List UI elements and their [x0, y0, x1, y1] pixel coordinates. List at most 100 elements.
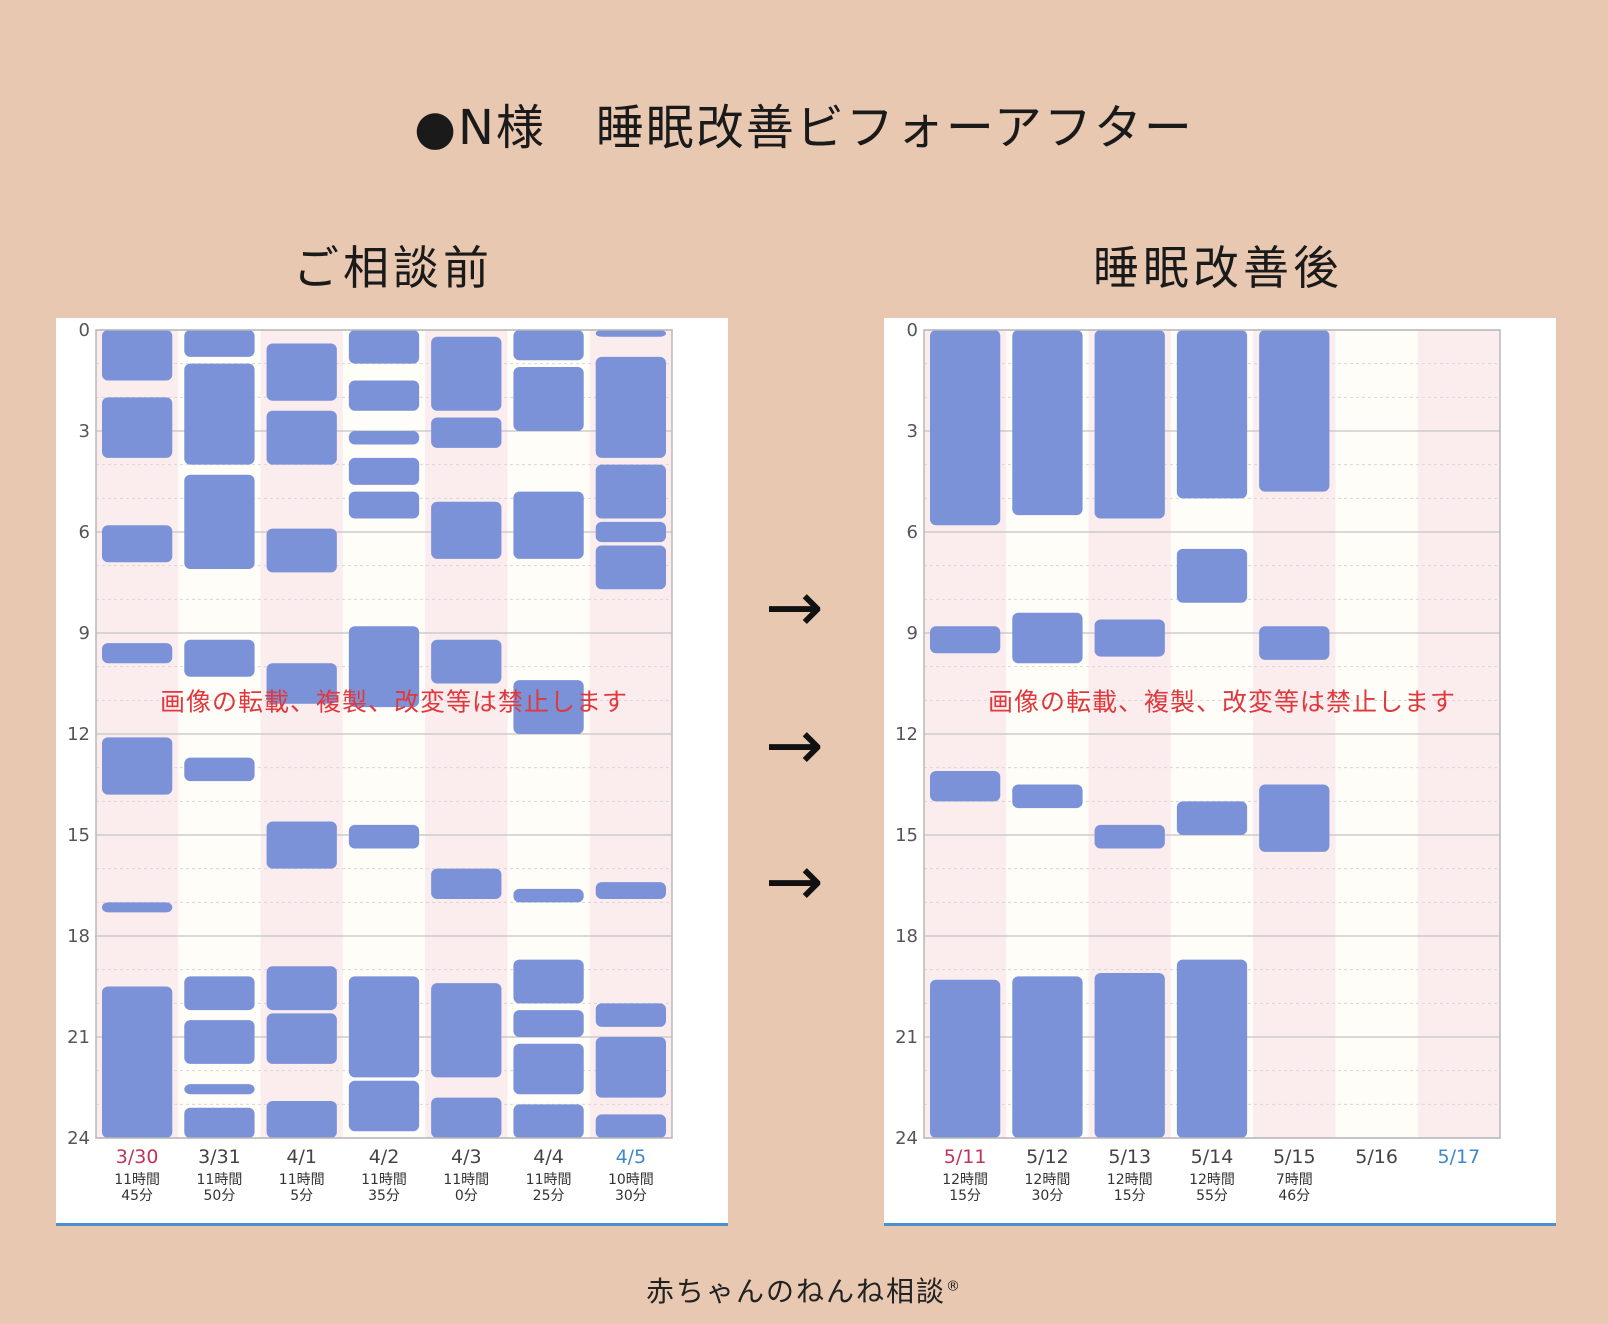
sleep-total-minutes: 50分 [204, 1188, 236, 1204]
sleep-block [1012, 330, 1083, 516]
after-section-title: 睡眠改善後 [1093, 241, 1343, 295]
sleep-total-hours: 11時間 [197, 1172, 243, 1188]
sleep-total-minutes: 15分 [949, 1188, 981, 1204]
sleep-block [184, 1107, 255, 1138]
sleep-block [1094, 619, 1165, 657]
date-label: 5/13 [1108, 1146, 1151, 1168]
sleep-block [348, 1080, 420, 1132]
sleep-block [930, 771, 1001, 802]
sleep-block [595, 1114, 666, 1138]
sleep-block [431, 983, 502, 1078]
sleep-total-minutes: 15分 [1114, 1188, 1146, 1204]
y-tick-label: 15 [67, 825, 90, 846]
y-tick-label: 15 [895, 825, 918, 846]
sleep-total-minutes: 46分 [1278, 1188, 1310, 1204]
sleep-block [513, 888, 584, 903]
sleep-block [184, 1020, 255, 1064]
sleep-block [102, 737, 173, 795]
registered-mark: ® [946, 1278, 962, 1295]
sleep-total-hours: 12時間 [1025, 1172, 1071, 1188]
after-chart-panel: 0 3 6 9 12 15 18 21 24 5/11 12時間 15分 5/12 12時間 30分 5/13… [884, 318, 1556, 1226]
sleep-total-minutes: 25分 [533, 1188, 565, 1204]
sleep-total-hours: 11時間 [279, 1172, 325, 1188]
sleep-block [184, 474, 255, 570]
y-tick-label: 9 [907, 623, 918, 644]
sleep-block [184, 757, 255, 782]
sleep-block [102, 902, 173, 913]
sleep-block [348, 976, 420, 1078]
plot-frame [923, 329, 1501, 1139]
sleep-total-hours: 12時間 [942, 1172, 988, 1188]
sleep-block [266, 821, 337, 869]
date-label: 3/31 [198, 1146, 241, 1168]
sleep-block [266, 1013, 337, 1064]
sleep-block [184, 639, 255, 677]
sleep-block [1259, 626, 1330, 660]
y-tick-label: 6 [79, 522, 90, 543]
sleep-block [102, 525, 173, 563]
sleep-block [1259, 330, 1330, 492]
right-arrow-icon: → [765, 566, 824, 648]
sleep-block [595, 521, 666, 543]
sleep-block [184, 976, 255, 1011]
sleep-block [184, 363, 255, 465]
sleep-block [348, 380, 420, 411]
sleep-block [930, 979, 1001, 1138]
sleep-block [1094, 973, 1165, 1138]
sleep-total-hours: 11時間 [443, 1172, 489, 1188]
before-sleep-chart: 036912151821243/3011時間45分3/3111時間50分4/11… [67, 320, 673, 1204]
sleep-block [348, 457, 420, 485]
sleep-block [513, 959, 584, 1004]
right-arrow-icon: → [765, 704, 824, 786]
sleep-block [1259, 784, 1330, 852]
sleep-block [266, 410, 337, 465]
sleep-block [513, 1010, 584, 1037]
sleep-block [348, 431, 420, 445]
date-label: 5/16 [1355, 1146, 1398, 1168]
date-label: 4/4 [533, 1146, 564, 1168]
footer-brand: 赤ちゃんのねんね相談® [0, 1270, 1608, 1310]
sleep-block [1012, 784, 1083, 809]
sleep-block [266, 1100, 337, 1138]
sleep-total-hours: 10時間 [608, 1172, 654, 1188]
sleep-total-minutes: 0分 [455, 1188, 478, 1204]
sleep-total-minutes: 30分 [615, 1188, 647, 1204]
sleep-block [348, 491, 420, 519]
y-tick-label: 12 [67, 724, 90, 745]
sleep-block [595, 882, 666, 899]
before-section-title: ご相談前 [293, 241, 493, 295]
y-tick-label: 21 [895, 1027, 918, 1048]
sleep-block [513, 491, 584, 559]
date-label: 3/30 [116, 1146, 159, 1168]
y-tick-label: 0 [79, 320, 90, 341]
sleep-total-hours: 11時間 [526, 1172, 572, 1188]
watermark-text: 画像の転載、複製、改変等は禁止します [160, 687, 628, 716]
sleep-total-minutes: 35分 [368, 1188, 400, 1204]
date-label: 5/11 [944, 1146, 987, 1168]
y-tick-label: 3 [907, 421, 918, 442]
sleep-block [930, 626, 1001, 654]
y-tick-label: 12 [895, 724, 918, 745]
y-tick-label: 0 [907, 320, 918, 341]
sleep-block [431, 501, 502, 559]
sleep-block [102, 643, 173, 664]
sleep-block [1176, 801, 1248, 835]
y-tick-label: 9 [79, 623, 90, 644]
sleep-block [266, 966, 337, 1011]
sleep-block [595, 545, 666, 590]
y-tick-label: 6 [907, 522, 918, 543]
sleep-block [431, 417, 502, 448]
after-sleep-chart: 036912151821245/1112時間15分5/1212時間30分5/13… [895, 320, 1501, 1204]
sleep-block [431, 868, 502, 899]
sleep-block [348, 824, 420, 849]
sleep-block [1176, 330, 1248, 499]
sleep-total-hours: 11時間 [361, 1172, 407, 1188]
sleep-block [1176, 959, 1248, 1138]
sleep-block [102, 986, 173, 1138]
sleep-block [513, 1043, 584, 1095]
sleep-block [1012, 976, 1083, 1138]
date-label: 4/3 [451, 1146, 482, 1168]
sleep-block [431, 336, 502, 411]
sleep-block [513, 1104, 584, 1138]
main-title: ●N様 睡眠改善ビフォーアフター [414, 100, 1194, 156]
